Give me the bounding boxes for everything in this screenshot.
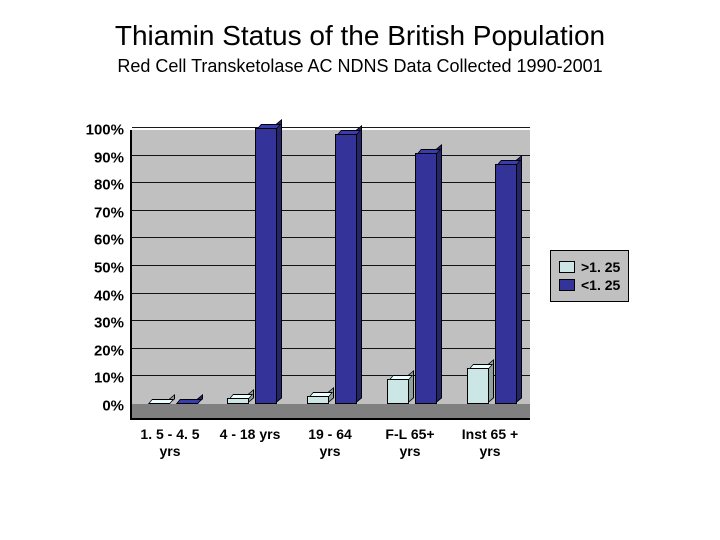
slide: Thiamin Status of the British Population… <box>0 0 720 540</box>
x-tick-label: 1. 5 - 4. 5yrs <box>130 426 210 460</box>
gridline <box>132 210 530 211</box>
legend: >1. 25 <1. 25 <box>550 250 629 302</box>
gridline <box>132 293 530 294</box>
gridline <box>132 127 530 128</box>
x-tick-label: 19 - 64yrs <box>290 426 370 460</box>
page-subtitle: Red Cell Transketolase AC NDNS Data Coll… <box>0 56 720 77</box>
bar <box>255 128 277 404</box>
bar <box>227 398 249 404</box>
gridline <box>132 182 530 183</box>
y-tick-label: 10% <box>94 370 124 387</box>
bar <box>415 153 437 404</box>
y-tick-label: 20% <box>94 342 124 359</box>
chart: 0% 10% 20% 30% 40% 50% 60% 70% 80% 90% 100% 1. 5 -… <box>60 120 680 500</box>
plot-floor <box>132 404 530 418</box>
bar <box>335 134 357 404</box>
x-tick-label: F-L 65+yrs <box>370 426 450 460</box>
legend-swatch <box>559 279 575 291</box>
y-tick-label: 40% <box>94 287 124 304</box>
x-axis-labels: 1. 5 - 4. 5yrs4 - 18 yrs19 - 64yrsF-L 65… <box>130 426 530 486</box>
gridline <box>132 265 530 266</box>
y-tick-label: 60% <box>94 232 124 249</box>
page-title: Thiamin Status of the British Population <box>0 20 720 52</box>
y-tick-label: 90% <box>94 149 124 166</box>
bar <box>495 164 517 404</box>
y-tick-label: 30% <box>94 315 124 332</box>
y-tick-label: 50% <box>94 260 124 277</box>
x-tick-label: 4 - 18 yrs <box>210 426 290 443</box>
y-tick-label: 0% <box>102 398 124 415</box>
y-tick-label: 100% <box>86 122 124 139</box>
gridline <box>132 348 530 349</box>
legend-item: <1. 25 <box>559 277 620 293</box>
gridline <box>132 237 530 238</box>
x-tick-label: Inst 65 +yrs <box>450 426 530 460</box>
y-tick-label: 80% <box>94 177 124 194</box>
bar <box>387 379 409 404</box>
y-tick-label: 70% <box>94 204 124 221</box>
legend-label: <1. 25 <box>581 277 620 293</box>
legend-label: >1. 25 <box>581 259 620 275</box>
bar <box>467 368 489 404</box>
gridline <box>132 155 530 156</box>
gridline <box>132 320 530 321</box>
legend-swatch <box>559 261 575 273</box>
bar <box>307 396 329 404</box>
legend-item: >1. 25 <box>559 259 620 275</box>
y-axis-labels: 0%10%20%30%40%50%60%70%80%90%100% <box>60 130 124 420</box>
plot-area <box>130 130 530 420</box>
